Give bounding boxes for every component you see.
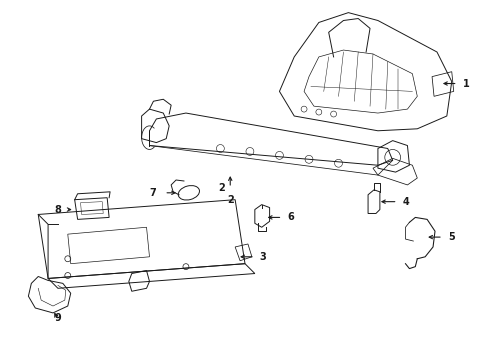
Text: 6: 6 <box>287 212 293 222</box>
Text: 4: 4 <box>402 197 408 207</box>
Text: 9: 9 <box>54 313 61 323</box>
Text: 1: 1 <box>462 78 468 89</box>
Text: 3: 3 <box>259 252 266 262</box>
Text: 7: 7 <box>149 188 156 198</box>
Text: 2: 2 <box>226 195 233 205</box>
Text: 2: 2 <box>218 183 225 193</box>
Text: 8: 8 <box>54 204 61 215</box>
Text: 5: 5 <box>447 232 454 242</box>
